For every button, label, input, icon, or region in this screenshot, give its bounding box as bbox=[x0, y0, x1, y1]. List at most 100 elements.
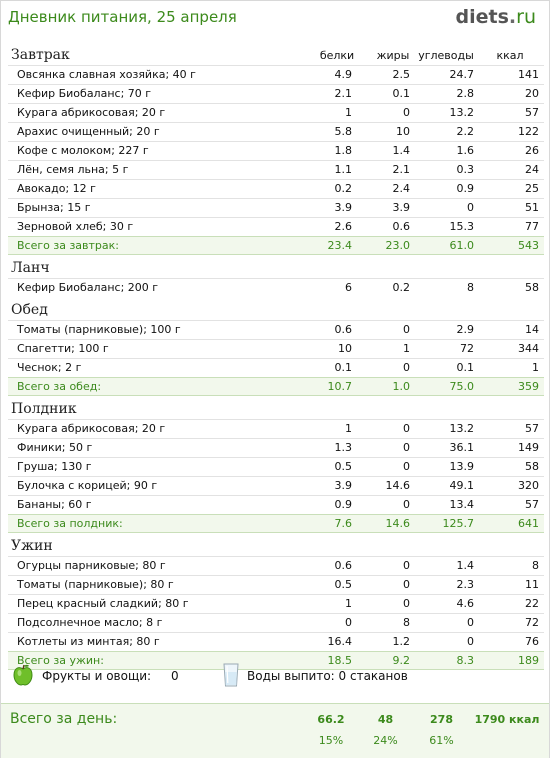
food-carbs: 0 bbox=[467, 201, 474, 214]
day-total: Всего за день: 66.2 48 278 1790 ккал 15%… bbox=[1, 703, 549, 758]
meal-total-fat: 9.2 bbox=[392, 654, 411, 667]
meal-total-row: Всего за завтрак: 23.4 23.0 61.0 543 bbox=[8, 236, 544, 255]
food-name: Курага абрикосовая; 20 г bbox=[17, 422, 166, 435]
food-kcal: 58 bbox=[525, 460, 539, 473]
meal-total-label: Всего за полдник: bbox=[17, 517, 123, 530]
food-row[interactable]: Кефир Биобаланс; 70 г 2.1 0.1 2.8 20 bbox=[8, 84, 544, 103]
food-row[interactable]: Котлеты из минтая; 80 г 16.4 1.2 0 76 bbox=[8, 632, 544, 651]
food-fat: 0.6 bbox=[392, 220, 411, 233]
food-row[interactable]: Спагетти; 100 г 10 1 72 344 bbox=[8, 339, 544, 358]
food-row[interactable]: Брынза; 15 г 3.9 3.9 0 51 bbox=[8, 198, 544, 217]
food-protein: 0.5 bbox=[334, 460, 353, 473]
food-protein: 16.4 bbox=[327, 635, 353, 648]
food-kcal: 57 bbox=[525, 106, 539, 119]
food-carbs: 4.6 bbox=[456, 597, 475, 610]
food-name: Чеснок; 2 г bbox=[17, 361, 82, 374]
food-row[interactable]: Бананы; 60 г 0.9 0 13.4 57 bbox=[8, 495, 544, 514]
food-fat: 0 bbox=[403, 460, 410, 473]
food-carbs: 13.9 bbox=[449, 460, 475, 473]
day-fat: 48 bbox=[377, 713, 394, 726]
day-carbs: 278 bbox=[430, 713, 453, 726]
food-protein: 2.1 bbox=[334, 87, 353, 100]
food-row[interactable]: Арахис очищенный; 20 г 5.8 10 2.2 122 bbox=[8, 122, 544, 141]
food-row[interactable]: Курага абрикосовая; 20 г 1 0 13.2 57 bbox=[8, 103, 544, 122]
food-fat: 2.1 bbox=[392, 163, 411, 176]
food-fat: 0 bbox=[403, 578, 410, 591]
food-row[interactable]: Перец красный сладкий; 80 г 1 0 4.6 22 bbox=[8, 594, 544, 613]
meal-total-carbs: 125.7 bbox=[442, 517, 475, 530]
food-protein: 6 bbox=[345, 281, 352, 294]
food-kcal: 26 bbox=[525, 144, 539, 157]
food-protein: 1 bbox=[345, 106, 352, 119]
food-carbs: 13.2 bbox=[449, 106, 475, 119]
food-fat: 1.4 bbox=[392, 144, 411, 157]
site-logo[interactable]: diets.ru bbox=[456, 6, 536, 28]
meal-total-fat: 14.6 bbox=[385, 517, 411, 530]
food-carbs: 24.7 bbox=[449, 68, 475, 81]
day-fat-pct: 24% bbox=[373, 734, 398, 747]
food-row[interactable]: Булочка с корицей; 90 г 3.9 14.6 49.1 320 bbox=[8, 476, 544, 495]
food-kcal: 344 bbox=[518, 342, 539, 355]
food-row[interactable]: Груша; 130 г 0.5 0 13.9 58 bbox=[8, 457, 544, 476]
food-row[interactable]: Кофе с молоком; 227 г 1.8 1.4 1.6 26 bbox=[8, 141, 544, 160]
meal-total-protein: 10.7 bbox=[327, 380, 353, 393]
food-fat: 8 bbox=[403, 616, 410, 629]
food-kcal: 51 bbox=[525, 201, 539, 214]
column-header-fat: жиры bbox=[376, 49, 410, 62]
day-total-label: Всего за день: bbox=[10, 711, 118, 727]
food-protein: 0.6 bbox=[334, 559, 353, 572]
meal-title: Полдник bbox=[11, 401, 77, 417]
meal-title: Завтрак bbox=[11, 47, 70, 63]
food-row[interactable]: Огурцы парниковые; 80 г 0.6 0 1.4 8 bbox=[8, 556, 544, 575]
food-row[interactable]: Курага абрикосовая; 20 г 1 0 13.2 57 bbox=[8, 419, 544, 438]
food-kcal: 58 bbox=[525, 281, 539, 294]
food-fat: 0 bbox=[403, 498, 410, 511]
meal-total-kcal: 543 bbox=[518, 239, 539, 252]
food-row[interactable]: Финики; 50 г 1.3 0 36.1 149 bbox=[8, 438, 544, 457]
food-kcal: 320 bbox=[518, 479, 539, 492]
food-row[interactable]: Томаты (парниковые); 100 г 0.6 0 2.9 14 bbox=[8, 320, 544, 339]
day-protein: 66.2 bbox=[317, 713, 345, 726]
food-row[interactable]: Лён, семя льна; 5 г 1.1 2.1 0.3 24 bbox=[8, 160, 544, 179]
food-protein: 1.1 bbox=[334, 163, 353, 176]
meal-section: Полдник Курага абрикосовая; 20 г 1 0 13.2 57 Ф… bbox=[8, 401, 544, 533]
food-row[interactable]: Томаты (парниковые); 80 г 0.5 0 2.3 11 bbox=[8, 575, 544, 594]
food-carbs: 8 bbox=[467, 281, 474, 294]
food-protein: 3.9 bbox=[334, 479, 353, 492]
food-kcal: 57 bbox=[525, 422, 539, 435]
meal-header: Завтрак белки жиры углеводы ккал bbox=[8, 47, 544, 65]
food-kcal: 77 bbox=[525, 220, 539, 233]
food-name: Перец красный сладкий; 80 г bbox=[17, 597, 189, 610]
food-protein: 1.3 bbox=[334, 441, 353, 454]
food-carbs: 0 bbox=[467, 635, 474, 648]
food-carbs: 0.3 bbox=[456, 163, 475, 176]
food-name: Булочка с корицей; 90 г bbox=[17, 479, 158, 492]
food-row[interactable]: Зерновой хлеб; 30 г 2.6 0.6 15.3 77 bbox=[8, 217, 544, 236]
food-row[interactable]: Овсянка славная хозяйка; 40 г 4.9 2.5 24.7 1… bbox=[8, 65, 544, 84]
food-protein: 0.2 bbox=[334, 182, 353, 195]
logo-main: diets bbox=[455, 6, 509, 28]
food-row[interactable]: Авокадо; 12 г 0.2 2.4 0.9 25 bbox=[8, 179, 544, 198]
food-protein: 0.6 bbox=[334, 323, 353, 336]
food-name: Лён, семя льна; 5 г bbox=[17, 163, 129, 176]
food-name: Подсолнечное масло; 8 г bbox=[17, 616, 163, 629]
food-protein: 3.9 bbox=[334, 201, 353, 214]
food-kcal: 141 bbox=[518, 68, 539, 81]
meal-header: Ланч bbox=[8, 260, 544, 278]
food-name: Кофе с молоком; 227 г bbox=[17, 144, 149, 157]
food-carbs: 0 bbox=[467, 616, 474, 629]
food-kcal: 25 bbox=[525, 182, 539, 195]
meal-title: Обед bbox=[11, 302, 48, 318]
meal-header: Обед bbox=[8, 302, 544, 320]
food-kcal: 57 bbox=[525, 498, 539, 511]
food-name: Авокадо; 12 г bbox=[17, 182, 96, 195]
meal-total-fat: 1.0 bbox=[392, 380, 411, 393]
food-row[interactable]: Чеснок; 2 г 0.1 0 0.1 1 bbox=[8, 358, 544, 377]
logo-dot: . bbox=[508, 6, 517, 28]
food-name: Курага абрикосовая; 20 г bbox=[17, 106, 166, 119]
food-row[interactable]: Кефир Биобаланс; 200 г 6 0.2 8 58 bbox=[8, 278, 544, 297]
food-row[interactable]: Подсолнечное масло; 8 г 0 8 0 72 bbox=[8, 613, 544, 632]
food-kcal: 72 bbox=[525, 616, 539, 629]
meal-total-row: Всего за полдник: 7.6 14.6 125.7 641 bbox=[8, 514, 544, 533]
food-fat: 10 bbox=[396, 125, 410, 138]
